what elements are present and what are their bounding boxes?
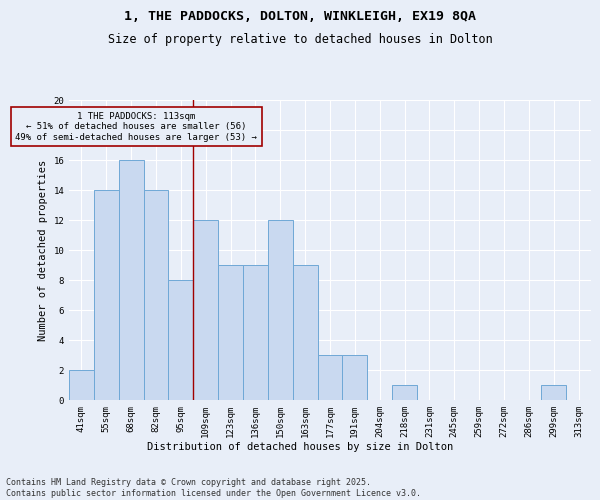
Bar xyxy=(317,355,343,400)
Bar xyxy=(94,190,119,400)
Text: 1, THE PADDOCKS, DOLTON, WINKLEIGH, EX19 8QA: 1, THE PADDOCKS, DOLTON, WINKLEIGH, EX19… xyxy=(124,10,476,23)
Text: Contains HM Land Registry data © Crown copyright and database right 2025.
Contai: Contains HM Land Registry data © Crown c… xyxy=(6,478,421,498)
Bar xyxy=(143,190,169,400)
Bar xyxy=(268,220,293,400)
Bar xyxy=(343,355,367,400)
Bar xyxy=(218,265,243,400)
Bar xyxy=(243,265,268,400)
Y-axis label: Number of detached properties: Number of detached properties xyxy=(38,160,48,340)
Bar xyxy=(293,265,317,400)
Bar xyxy=(169,280,193,400)
Bar xyxy=(392,385,417,400)
Text: Distribution of detached houses by size in Dolton: Distribution of detached houses by size … xyxy=(147,442,453,452)
Bar xyxy=(69,370,94,400)
Text: 1 THE PADDOCKS: 113sqm
← 51% of detached houses are smaller (56)
49% of semi-det: 1 THE PADDOCKS: 113sqm ← 51% of detached… xyxy=(15,112,257,142)
Bar xyxy=(193,220,218,400)
Text: Size of property relative to detached houses in Dolton: Size of property relative to detached ho… xyxy=(107,32,493,46)
Bar xyxy=(541,385,566,400)
Bar xyxy=(119,160,143,400)
